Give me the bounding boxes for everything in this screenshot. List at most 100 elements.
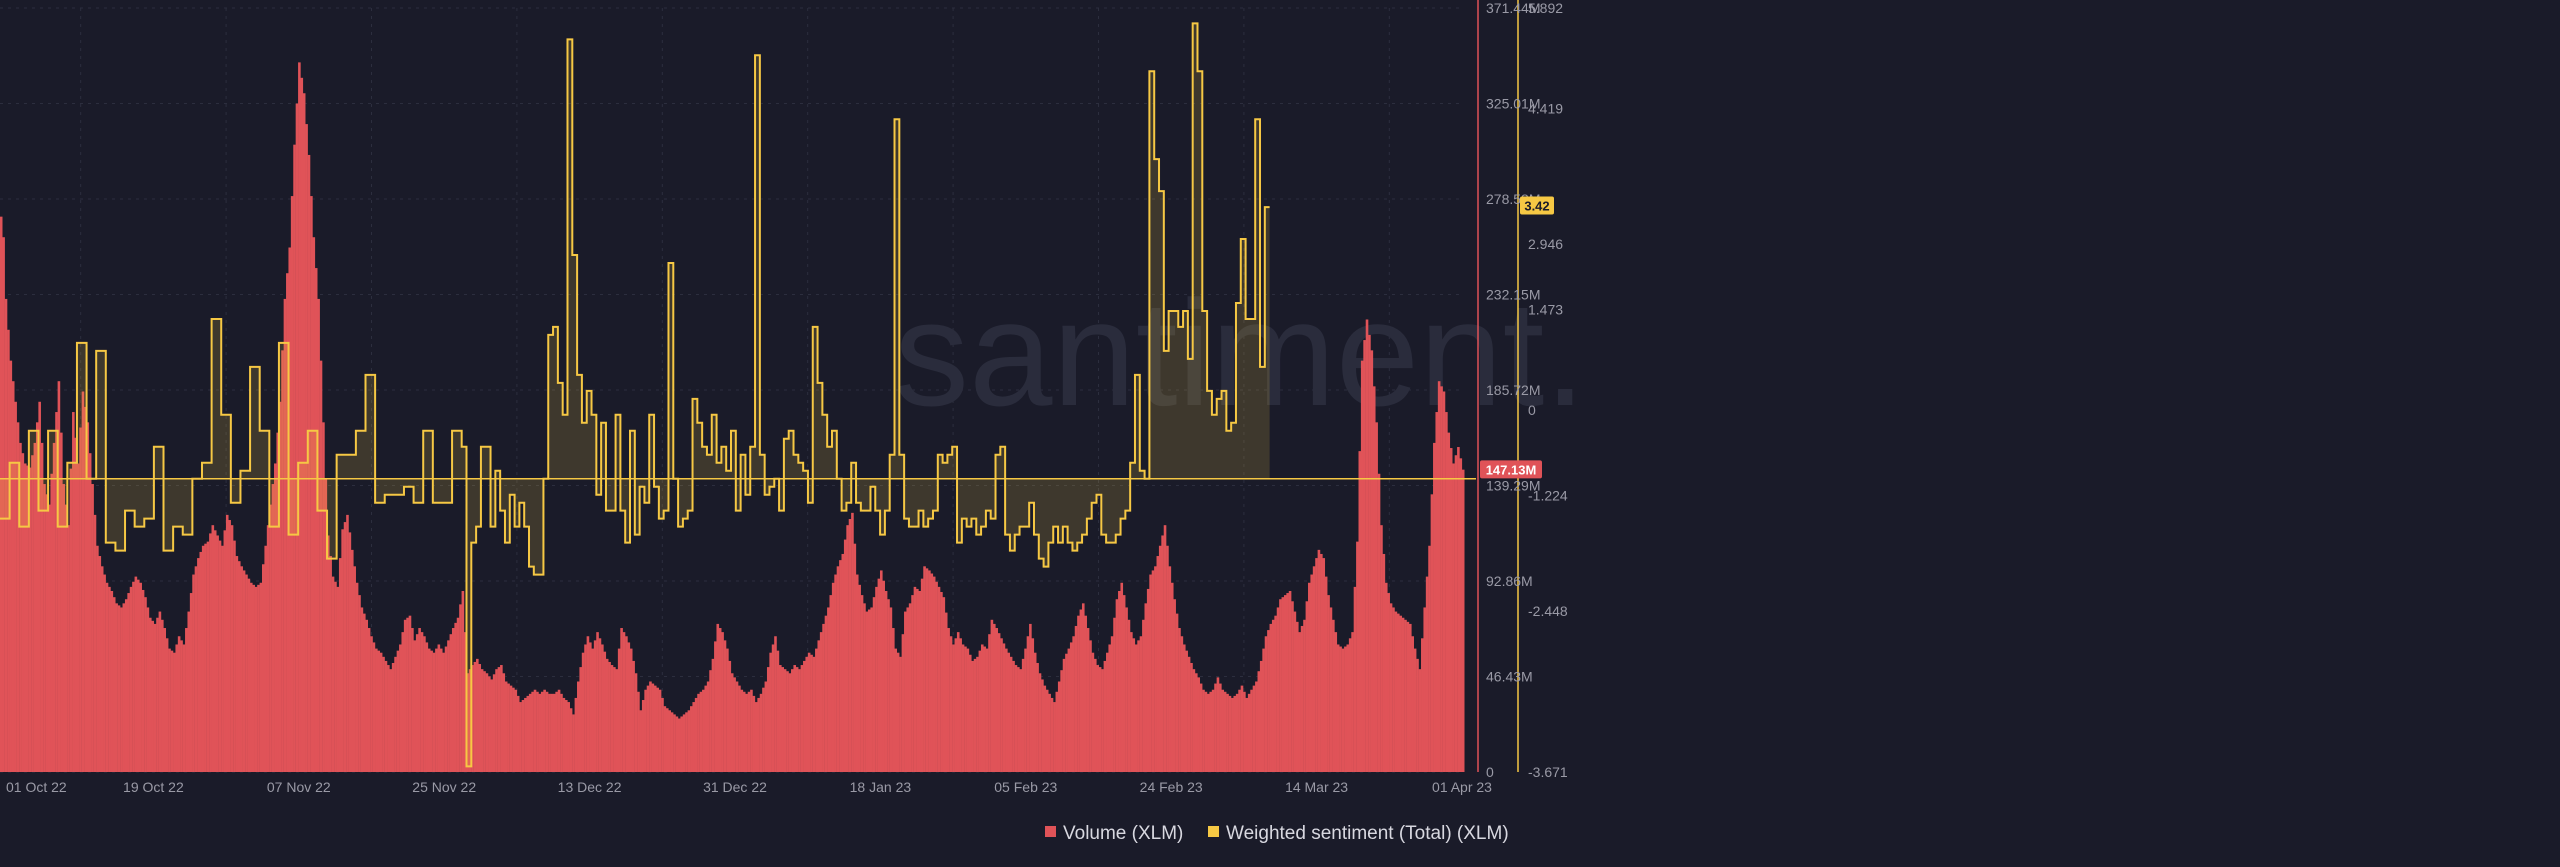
volume-bar — [875, 586, 878, 772]
volume-bar — [399, 644, 402, 772]
volume-bar — [519, 702, 522, 772]
volume-bar — [79, 427, 82, 772]
volume-bar — [1283, 595, 1287, 772]
volume-bar — [1382, 553, 1386, 772]
volume-bar — [1327, 595, 1330, 772]
volume-bar — [187, 611, 191, 772]
volume-bar — [937, 586, 941, 772]
volume-bar — [47, 504, 51, 772]
volume-bar — [728, 660, 732, 772]
volume-bar — [646, 685, 650, 772]
volume-bar — [295, 103, 299, 772]
volume-bar — [1223, 691, 1227, 772]
volume-bar — [480, 669, 484, 772]
volume-bar — [228, 520, 231, 772]
volume-bar — [411, 628, 414, 772]
volume-bar — [276, 432, 280, 772]
volume-bar — [1235, 693, 1239, 772]
volume-bar — [64, 504, 68, 772]
volume-bar — [206, 541, 210, 772]
volume-bar — [1360, 360, 1364, 772]
volume-bar — [209, 533, 212, 772]
legend-label: Volume (XLM) — [1063, 823, 1183, 844]
volume-bar — [1079, 609, 1083, 772]
volume-bar — [920, 578, 924, 772]
volume-bar — [1433, 442, 1436, 772]
volume-bar — [514, 689, 518, 772]
volume-bar — [1017, 667, 1020, 772]
y-left-tick-label: 232.15M — [1486, 287, 1540, 303]
volume-bar — [800, 665, 804, 772]
y-right-tick-label: 5.892 — [1528, 0, 1563, 16]
volume-bar — [1081, 603, 1085, 772]
volume-bar — [877, 578, 881, 772]
volume-bar — [1065, 653, 1068, 772]
volume-bar — [1021, 658, 1025, 772]
volume-bar — [591, 648, 595, 772]
volume-bar — [853, 543, 857, 772]
volume-bar — [1245, 697, 1249, 772]
volume-bar — [1142, 619, 1145, 772]
volume-bar — [1084, 615, 1087, 772]
volume-bar — [180, 640, 183, 772]
volume-bar — [1262, 648, 1265, 772]
volume-bar — [757, 697, 760, 772]
volume-bar — [1334, 632, 1338, 772]
volume-bar — [1055, 691, 1059, 772]
volume-bar — [288, 247, 292, 772]
volume-bar — [189, 593, 193, 772]
y-axis-sentiment-ticks: 5.892 4.419 2.946 1.473 0 -1.224 -2.448 -3.671 3… — [1520, 0, 1568, 780]
volume-bar — [389, 669, 393, 772]
legend[interactable]: Volume (XLM) Weighted sentiment (Total) (… — [1045, 823, 1509, 844]
volume-bar — [694, 697, 698, 772]
volume-bar — [572, 714, 575, 772]
volume-bar — [161, 619, 164, 772]
volume-bar — [1216, 677, 1220, 772]
volume-bar — [1192, 669, 1196, 772]
volume-bar — [798, 669, 801, 772]
volume-bar — [766, 667, 770, 772]
legend-item-sentiment[interactable]: Weighted sentiment (Total) (XLM) — [1208, 823, 1509, 844]
sentiment-line-path — [0, 22, 1270, 768]
volume-bar — [1089, 640, 1092, 772]
volume-bar — [1029, 623, 1032, 772]
volume-bar — [165, 638, 169, 772]
volume-bar — [690, 706, 693, 772]
volume-bar — [1336, 644, 1340, 772]
volume-bar — [69, 468, 73, 772]
volume-bar — [1339, 646, 1342, 772]
volume-bar — [1000, 638, 1003, 772]
volume-bar — [1168, 566, 1172, 772]
volume-bar — [1113, 617, 1116, 772]
volume-bar — [396, 650, 400, 772]
volume-bar — [764, 681, 768, 772]
volume-bar — [586, 636, 590, 772]
volume-bar — [973, 658, 977, 772]
volume-bar — [1175, 613, 1179, 772]
legend-item-volume[interactable]: Volume (XLM) — [1045, 823, 1183, 844]
volume-bar — [252, 584, 255, 772]
volume-bar — [1086, 628, 1090, 772]
volume-bar — [803, 660, 806, 772]
volume-bar — [427, 648, 431, 772]
y-left-tick-label: 185.72M — [1486, 382, 1540, 398]
volume-bar — [1274, 615, 1277, 772]
volume-bar — [892, 628, 895, 772]
volume-bar — [1125, 607, 1128, 772]
volume-bar — [740, 689, 744, 772]
volume-bar — [370, 636, 373, 772]
volume-bar — [247, 578, 251, 772]
volume-bar — [1187, 656, 1191, 772]
volume-bar — [620, 628, 623, 772]
volume-bar — [163, 628, 167, 772]
volume-bar — [774, 636, 777, 772]
volume-bar — [372, 642, 376, 772]
volume-bar — [1291, 601, 1294, 772]
volume-bar — [173, 652, 176, 772]
volume-bar — [1447, 432, 1451, 772]
volume-bar — [827, 607, 830, 772]
volume-bar — [512, 687, 515, 772]
volume-bar — [596, 632, 599, 772]
volume-bar — [1226, 693, 1229, 772]
